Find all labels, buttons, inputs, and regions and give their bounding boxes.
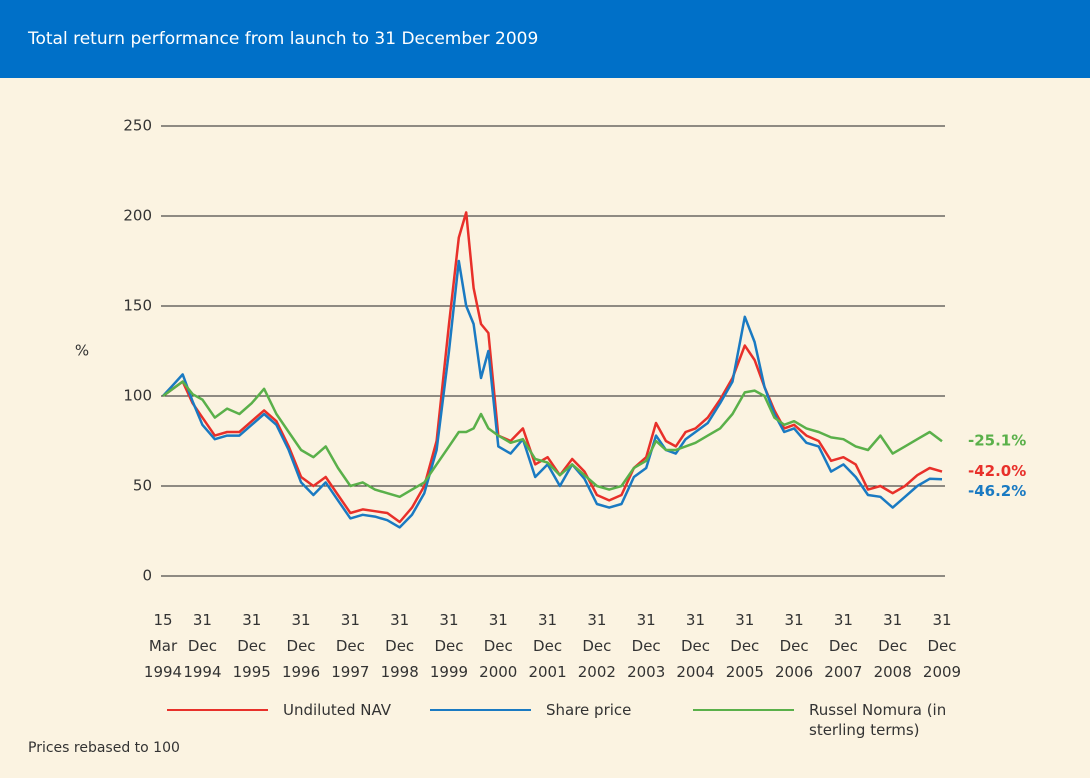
y-tick-label: 200 (123, 207, 152, 225)
x-tick-label: 15 Mar 1994 (144, 611, 182, 681)
x-tick-label: 31 Dec 2006 (775, 611, 813, 681)
y-tick-label: 100 (123, 387, 152, 405)
x-tick-label: 31 Dec 1997 (331, 611, 369, 681)
legend-item: Russel Nomura (in sterling terms) (693, 700, 956, 740)
x-tick-label: 31 Dec 2000 (479, 611, 517, 681)
legend: Undiluted NAV Share price Russel Nomura (i… (167, 700, 956, 740)
footnote: Prices rebased to 100 (28, 740, 180, 756)
end-label: -42.0% (968, 462, 1026, 480)
legend-item: Share price (430, 700, 693, 740)
legend-label: Undiluted NAV (283, 701, 392, 719)
y-tick-label: 150 (123, 297, 152, 315)
x-tick-label: 31 Dec 1994 (183, 611, 221, 681)
legend-swatch (167, 709, 268, 711)
x-tick-label: 31 Dec 2009 (923, 611, 961, 681)
x-tick-label: 31 Dec 1998 (381, 611, 419, 681)
line (162, 380, 943, 499)
x-tick-label: 31 Dec 2002 (578, 611, 616, 681)
y-axis-label: % (75, 342, 89, 360)
legend-label: Share price (546, 701, 632, 719)
line (162, 259, 943, 529)
x-tick-label: 31 Dec 1999 (430, 611, 468, 681)
x-tick-label: 31 Dec 2004 (676, 611, 714, 681)
x-tick-label: 31 Dec 2008 (874, 611, 912, 681)
legend-label: Russel Nomura (in sterling terms) (809, 701, 947, 739)
line (162, 211, 943, 524)
y-tick-label: 0 (142, 567, 152, 585)
end-label: -25.1% (968, 432, 1026, 450)
y-tick-label: 250 (123, 117, 152, 135)
x-tick-label: 31 Dec 2007 (824, 611, 862, 681)
x-tick-label: 31 Dec 1996 (282, 611, 320, 681)
x-tick-label: 31 Dec 1995 (233, 611, 271, 681)
x-tick-label: 31 Dec 2001 (528, 611, 566, 681)
x-tick-label: 31 Dec 2003 (627, 611, 665, 681)
end-label: -46.2% (968, 482, 1026, 500)
header: Total return performance from launch to … (0, 0, 1090, 78)
y-tick-label: 50 (133, 477, 152, 495)
legend-item: Undiluted NAV (167, 700, 430, 740)
legend-swatch (430, 709, 531, 711)
chart-title: Total return performance from launch to … (28, 29, 539, 49)
x-tick-label: 31 Dec 2005 (726, 611, 764, 681)
legend-swatch (693, 709, 794, 711)
